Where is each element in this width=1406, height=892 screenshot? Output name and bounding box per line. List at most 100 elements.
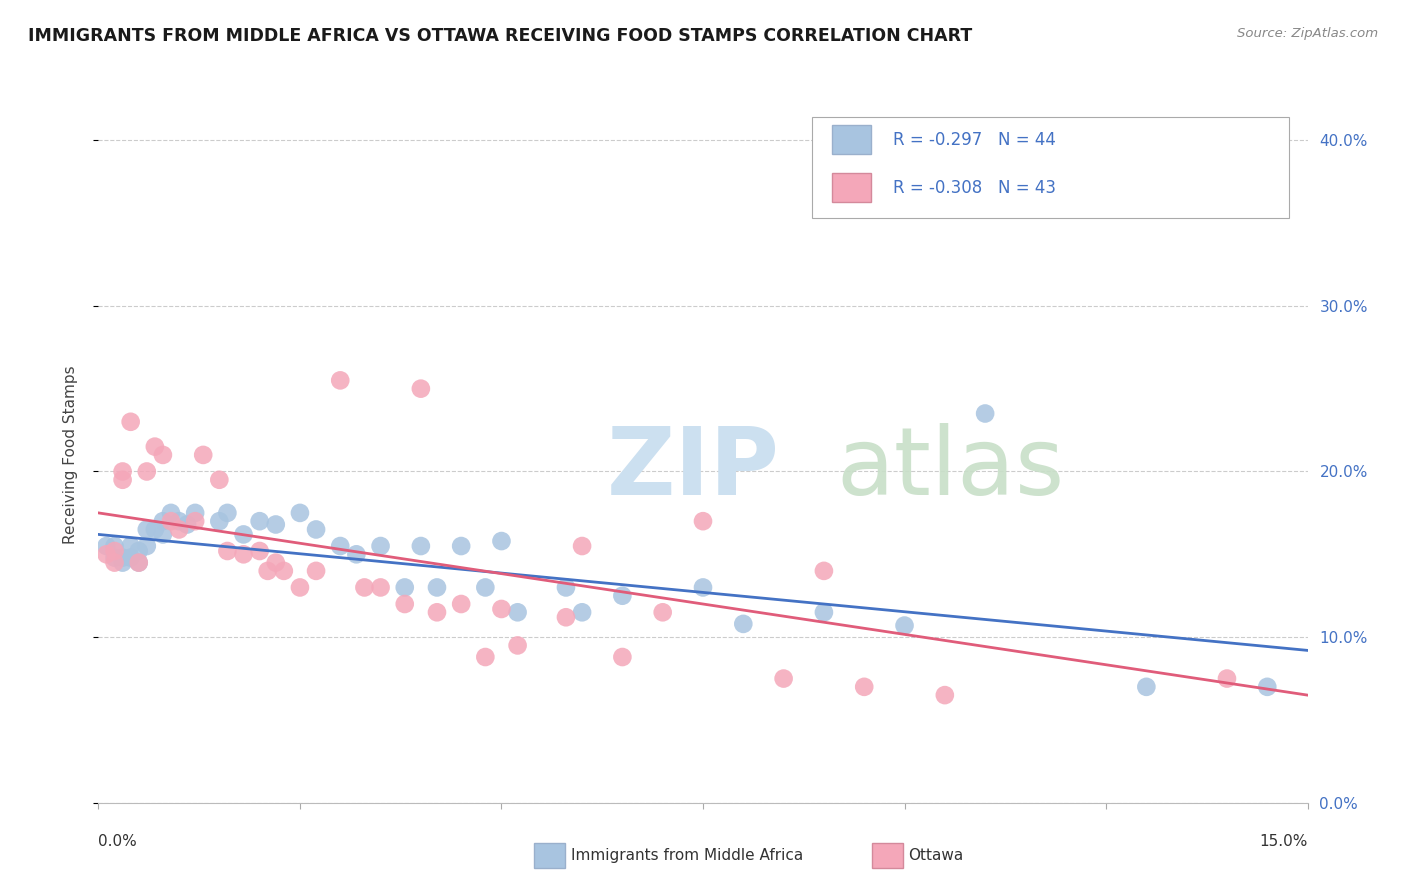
Point (305, 564, 328, 578)
Point (273, 564, 295, 578)
Point (692, 514, 714, 528)
Text: Ottawa: Ottawa (908, 848, 963, 863)
Point (264, 556, 287, 570)
Point (152, 448, 174, 462)
Point (974, 407, 997, 421)
Point (176, 517, 198, 532)
Point (571, 605, 593, 619)
Point (733, 616, 755, 631)
Point (217, 506, 239, 520)
Point (394, 581, 416, 595)
Point (103, 550, 125, 565)
Point (305, 523, 328, 537)
Point (813, 605, 835, 619)
Point (184, 506, 207, 520)
Text: R = -0.308   N = 43: R = -0.308 N = 43 (893, 179, 1056, 197)
FancyBboxPatch shape (832, 173, 872, 202)
Point (651, 605, 673, 619)
Point (217, 544, 239, 558)
Point (344, 547, 367, 561)
Point (772, 672, 794, 686)
Point (370, 581, 392, 595)
Point (152, 514, 174, 528)
Text: ZIP: ZIP (606, 423, 779, 515)
Point (135, 539, 157, 553)
Point (111, 556, 134, 570)
Point (409, 539, 432, 553)
Point (370, 539, 392, 553)
Point (111, 465, 134, 479)
Point (555, 610, 578, 624)
Point (612, 650, 634, 665)
Text: 15.0%: 15.0% (1260, 834, 1308, 849)
Point (612, 589, 634, 603)
Point (1216, 672, 1239, 686)
Point (111, 473, 134, 487)
Point (111, 550, 134, 565)
Point (160, 514, 183, 528)
Point (450, 597, 472, 611)
Point (813, 564, 835, 578)
Point (249, 544, 271, 558)
Point (143, 523, 166, 537)
Point (288, 506, 311, 520)
Point (409, 382, 432, 396)
Point (103, 539, 125, 553)
Point (143, 440, 166, 454)
Point (288, 581, 311, 595)
Point (128, 556, 150, 570)
Point (120, 550, 142, 565)
Point (329, 539, 352, 553)
Point (934, 688, 956, 702)
Text: R = -0.297   N = 44: R = -0.297 N = 44 (893, 131, 1056, 149)
Point (96, 539, 118, 553)
Point (264, 517, 287, 532)
Point (128, 544, 150, 558)
Point (232, 547, 254, 561)
Point (135, 523, 157, 537)
Point (1256, 680, 1278, 694)
Point (1135, 680, 1157, 694)
Y-axis label: Receiving Food Stamps: Receiving Food Stamps (63, 366, 77, 544)
Point (426, 581, 449, 595)
Point (474, 581, 496, 595)
Point (96, 547, 118, 561)
Point (135, 465, 157, 479)
Point (120, 415, 142, 429)
Point (571, 539, 593, 553)
Point (184, 514, 207, 528)
Point (208, 514, 231, 528)
Point (160, 506, 183, 520)
Point (555, 581, 578, 595)
Point (208, 473, 231, 487)
Point (450, 539, 472, 553)
Point (394, 597, 416, 611)
Point (193, 448, 215, 462)
Point (120, 539, 142, 553)
Point (167, 514, 190, 528)
Point (353, 581, 375, 595)
Text: 0.0%: 0.0% (98, 834, 138, 849)
Point (167, 523, 190, 537)
Point (491, 534, 513, 549)
FancyBboxPatch shape (832, 126, 872, 154)
Point (329, 373, 352, 387)
Point (474, 650, 496, 665)
Point (152, 527, 174, 541)
Point (103, 544, 125, 558)
Point (256, 564, 278, 578)
Point (491, 602, 513, 616)
Text: Source: ZipAtlas.com: Source: ZipAtlas.com (1237, 27, 1378, 40)
Text: Immigrants from Middle Africa: Immigrants from Middle Africa (571, 848, 803, 863)
Point (506, 605, 529, 619)
Text: atlas: atlas (837, 423, 1064, 515)
Text: IMMIGRANTS FROM MIDDLE AFRICA VS OTTAWA RECEIVING FOOD STAMPS CORRELATION CHART: IMMIGRANTS FROM MIDDLE AFRICA VS OTTAWA … (28, 27, 973, 45)
Point (893, 618, 915, 632)
Point (426, 605, 449, 619)
FancyBboxPatch shape (811, 118, 1289, 219)
Point (232, 527, 254, 541)
Point (103, 556, 125, 570)
Point (692, 581, 714, 595)
Point (853, 680, 876, 694)
Point (128, 556, 150, 570)
